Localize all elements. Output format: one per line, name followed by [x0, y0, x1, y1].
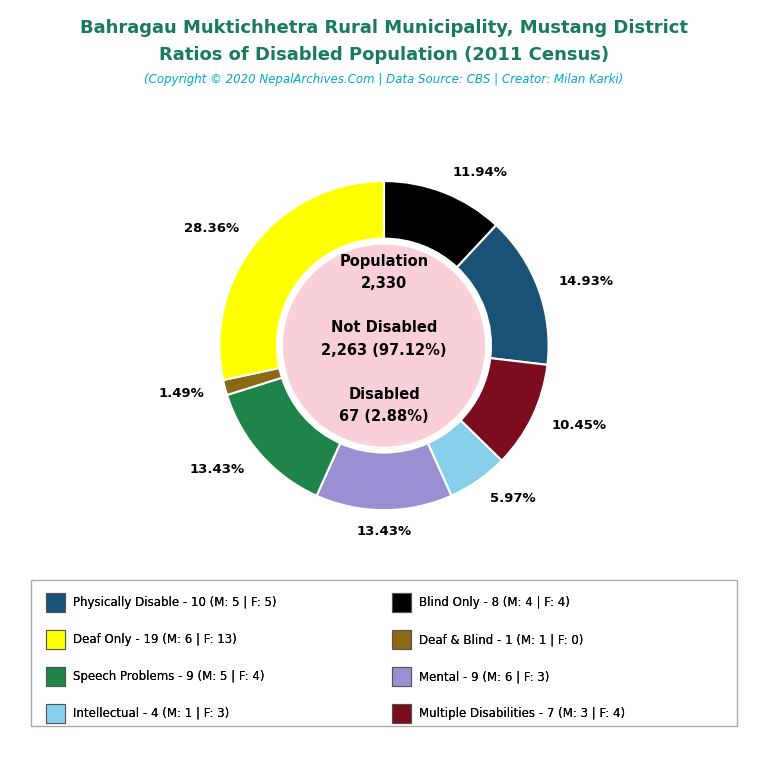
Text: 13.43%: 13.43%	[190, 462, 245, 475]
Text: Multiple Disabilities - 7 (M: 3 | F: 4): Multiple Disabilities - 7 (M: 3 | F: 4)	[419, 707, 624, 720]
Text: Speech Problems - 9 (M: 5 | F: 4): Speech Problems - 9 (M: 5 | F: 4)	[73, 670, 264, 683]
Text: Population
2,330

Not Disabled
2,263 (97.12%)

Disabled
67 (2.88%): Population 2,330 Not Disabled 2,263 (97.…	[321, 253, 447, 424]
Text: Physically Disable - 10 (M: 5 | F: 5): Physically Disable - 10 (M: 5 | F: 5)	[73, 597, 276, 609]
Wedge shape	[461, 358, 548, 461]
Text: Blind Only - 8 (M: 4 | F: 4): Blind Only - 8 (M: 4 | F: 4)	[419, 597, 569, 609]
Wedge shape	[227, 378, 340, 495]
Text: Deaf Only - 19 (M: 6 | F: 13): Deaf Only - 19 (M: 6 | F: 13)	[73, 634, 237, 646]
Wedge shape	[384, 181, 496, 267]
Text: Deaf & Blind - 1 (M: 1 | F: 0): Deaf & Blind - 1 (M: 1 | F: 0)	[419, 634, 583, 646]
Text: 5.97%: 5.97%	[491, 492, 536, 505]
Text: Blind Only - 8 (M: 4 | F: 4): Blind Only - 8 (M: 4 | F: 4)	[419, 597, 569, 609]
Text: Multiple Disabilities - 7 (M: 3 | F: 4): Multiple Disabilities - 7 (M: 3 | F: 4)	[419, 707, 624, 720]
Text: Deaf & Blind - 1 (M: 1 | F: 0): Deaf & Blind - 1 (M: 1 | F: 0)	[419, 634, 583, 646]
Text: Ratios of Disabled Population (2011 Census): Ratios of Disabled Population (2011 Cens…	[159, 46, 609, 64]
Text: 14.93%: 14.93%	[558, 275, 614, 288]
Wedge shape	[457, 225, 548, 365]
Wedge shape	[316, 443, 452, 510]
Text: 28.36%: 28.36%	[184, 222, 240, 235]
Text: Bahragau Muktichhetra Rural Municipality, Mustang District: Bahragau Muktichhetra Rural Municipality…	[80, 19, 688, 37]
Text: (Copyright © 2020 NepalArchives.Com | Data Source: CBS | Creator: Milan Karki): (Copyright © 2020 NepalArchives.Com | Da…	[144, 73, 624, 86]
Text: Intellectual - 4 (M: 1 | F: 3): Intellectual - 4 (M: 1 | F: 3)	[73, 707, 229, 720]
Text: Physically Disable - 10 (M: 5 | F: 5): Physically Disable - 10 (M: 5 | F: 5)	[73, 597, 276, 609]
Wedge shape	[220, 181, 384, 380]
Text: Mental - 9 (M: 6 | F: 3): Mental - 9 (M: 6 | F: 3)	[419, 670, 549, 683]
Text: Speech Problems - 9 (M: 5 | F: 4): Speech Problems - 9 (M: 5 | F: 4)	[73, 670, 264, 683]
Text: Intellectual - 4 (M: 1 | F: 3): Intellectual - 4 (M: 1 | F: 3)	[73, 707, 229, 720]
Circle shape	[283, 245, 485, 446]
Wedge shape	[428, 420, 502, 495]
Wedge shape	[223, 368, 282, 395]
Text: Deaf Only - 19 (M: 6 | F: 13): Deaf Only - 19 (M: 6 | F: 13)	[73, 634, 237, 646]
Text: 11.94%: 11.94%	[452, 166, 507, 179]
Text: Mental - 9 (M: 6 | F: 3): Mental - 9 (M: 6 | F: 3)	[419, 670, 549, 683]
Text: 10.45%: 10.45%	[552, 419, 607, 432]
Text: 13.43%: 13.43%	[356, 525, 412, 538]
Text: 1.49%: 1.49%	[158, 386, 204, 399]
